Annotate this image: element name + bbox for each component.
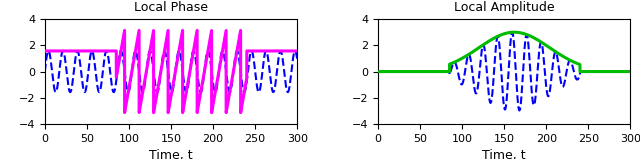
Title: Local Amplitude: Local Amplitude: [454, 1, 554, 14]
X-axis label: Time, t: Time, t: [149, 149, 193, 159]
X-axis label: Time, t: Time, t: [483, 149, 526, 159]
Title: Local Phase: Local Phase: [134, 1, 208, 14]
